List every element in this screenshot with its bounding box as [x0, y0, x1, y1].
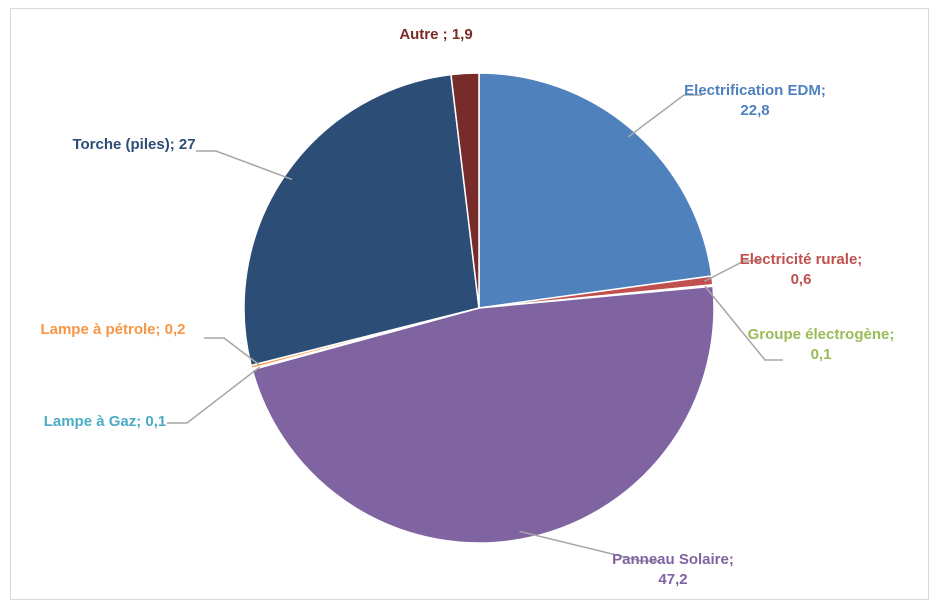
data-label-autre: Autre ; 1,9 [399, 26, 472, 43]
pie-slice-electrification-edm [478, 72, 713, 309]
leader-line-lampe-a-petrole [204, 337, 260, 366]
data-label-line: Electricité rurale; [740, 251, 863, 268]
data-label-line: Panneau Solaire; [612, 551, 734, 568]
data-label-electricite-rurale: Electricité rurale; 0,6 [740, 251, 863, 288]
data-label-value: 0,6 [791, 271, 812, 288]
pie-slice-autre [450, 72, 480, 309]
chart-area: Electrification EDM; 22,8 Electricité rura… [10, 8, 929, 600]
pie-slice-panneau-solaire [251, 285, 715, 544]
pie-chart: Electrification EDM; 22,8 Electricité rura… [40, 26, 894, 588]
data-label-torche-piles: Torche (piles); 27 [72, 136, 195, 153]
slices-layer [243, 72, 715, 544]
leader-lines-layer [167, 94, 783, 562]
leader-line-torche-piles [196, 150, 293, 181]
data-label-line: Autre ; 1,9 [399, 26, 472, 43]
data-label-panneau-solaire: Panneau Solaire; 47,2 [612, 551, 734, 588]
leader-line-groupe-electrogene [704, 285, 783, 361]
leader-line-lampe-a-gaz [167, 366, 261, 424]
data-label-line: Lampe à Gaz; 0,1 [44, 413, 167, 430]
leader-line-panneau-solaire [519, 530, 659, 562]
data-label-line: Torche (piles); 27 [72, 136, 195, 153]
data-label-line: Lampe à pétrole; 0,2 [40, 321, 185, 338]
data-label-value: 47,2 [658, 571, 687, 588]
data-label-line: Groupe électrogène; [748, 326, 895, 343]
data-label-value: 0,1 [811, 346, 832, 363]
data-label-lampe-a-gaz: Lampe à Gaz; 0,1 [44, 413, 167, 430]
leader-line-electricite-rurale [704, 260, 762, 282]
data-label-value: 22,8 [740, 102, 769, 119]
data-label-groupe-electrogene: Groupe électrogène; 0,1 [748, 326, 895, 363]
data-label-electrification-edm: Electrification EDM; 22,8 [684, 82, 826, 119]
leader-line-electrification-edm [627, 94, 702, 138]
data-label-lampe-a-petrole: Lampe à pétrole; 0,2 [40, 321, 185, 338]
data-labels-layer: Electrification EDM; 22,8 Electricité rura… [40, 26, 894, 588]
data-label-line: Electrification EDM; [684, 82, 826, 99]
pie-slice-torche-piles [243, 73, 480, 367]
